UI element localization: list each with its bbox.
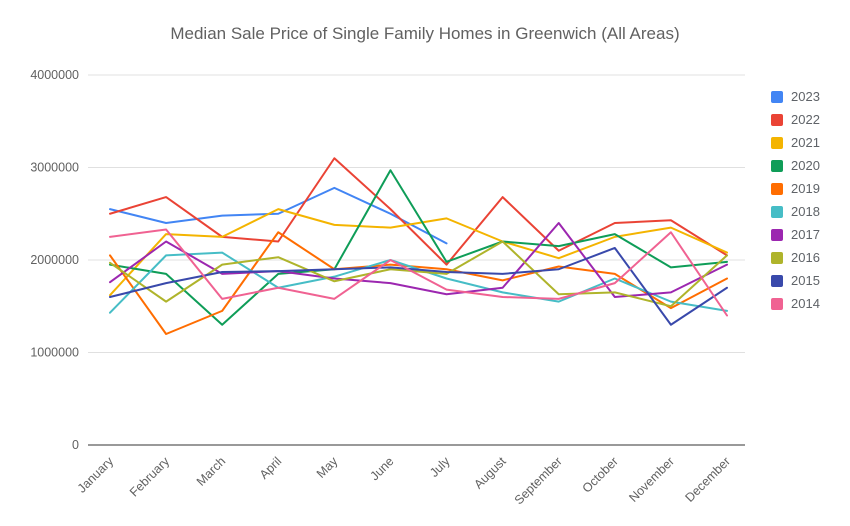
legend-swatch-icon (771, 297, 783, 310)
y-axis-tick-label: 0 (72, 438, 79, 452)
legend-swatch-icon (771, 228, 783, 241)
series-line-2019[interactable] (109, 231, 728, 335)
legend-label: 2022 (791, 112, 820, 127)
series-line-2022[interactable] (109, 157, 728, 266)
series-line-2023[interactable] (109, 186, 448, 245)
y-axis-tick-label: 3000000 (30, 161, 79, 175)
legend-item-2016[interactable]: 2016 (771, 251, 820, 264)
legend-label: 2020 (791, 158, 820, 173)
series-line-2020[interactable] (109, 169, 728, 326)
series-line-2014[interactable] (109, 228, 728, 317)
series-line-2021[interactable] (109, 208, 728, 297)
series-line-2016[interactable] (109, 240, 728, 308)
legend-swatch-icon (771, 136, 783, 149)
legend-swatch-icon (771, 205, 783, 218)
legend-item-2017[interactable]: 2017 (771, 228, 820, 241)
legend-label: 2016 (791, 250, 820, 265)
legend-swatch-icon (771, 251, 783, 264)
legend-label: 2014 (791, 296, 820, 311)
legend-item-2018[interactable]: 2018 (771, 205, 820, 218)
legend-swatch-icon (771, 90, 783, 103)
chart-legend: 2023 2022 2021 2020 2019 2018 2017 2016 2015 2014 (771, 90, 820, 310)
legend-item-2020[interactable]: 2020 (771, 159, 820, 172)
x-axis-tick-label: July (427, 454, 453, 480)
series-line-2017[interactable] (109, 222, 728, 298)
legend-swatch-icon (771, 159, 783, 172)
x-axis-tick-label: October (580, 454, 621, 495)
legend-label: 2017 (791, 227, 820, 242)
x-axis-tick-label: March (194, 454, 228, 488)
legend-swatch-icon (771, 113, 783, 126)
x-axis-tick-label: November (626, 454, 677, 505)
x-axis-tick-label: December (682, 454, 733, 505)
y-axis-tick-label: 1000000 (30, 346, 79, 360)
x-axis-tick-label: January (75, 454, 117, 496)
legend-item-2014[interactable]: 2014 (771, 297, 820, 310)
legend-item-2015[interactable]: 2015 (771, 274, 820, 287)
y-axis-tick-label: 4000000 (30, 68, 79, 82)
legend-label: 2018 (791, 204, 820, 219)
series-line-2015[interactable] (109, 246, 728, 326)
y-axis-tick-label: 2000000 (30, 253, 79, 267)
x-axis-tick-label: May (314, 454, 341, 481)
legend-item-2023[interactable]: 2023 (771, 90, 820, 103)
x-axis-tick-label: September (512, 454, 565, 507)
legend-label: 2021 (791, 135, 820, 150)
legend-label: 2023 (791, 89, 820, 104)
legend-label: 2019 (791, 181, 820, 196)
legend-label: 2015 (791, 273, 820, 288)
legend-item-2021[interactable]: 2021 (771, 136, 820, 149)
x-axis-tick-label: February (127, 454, 173, 500)
legend-swatch-icon (771, 182, 783, 195)
chart-title: Median Sale Price of Single Family Homes… (170, 24, 680, 43)
legend-swatch-icon (771, 274, 783, 287)
legend-item-2019[interactable]: 2019 (771, 182, 820, 195)
x-axis-tick-label: June (368, 454, 397, 483)
legend-item-2022[interactable]: 2022 (771, 113, 820, 126)
x-axis-tick-label: April (257, 454, 285, 482)
x-axis-tick-label: August (471, 454, 509, 492)
